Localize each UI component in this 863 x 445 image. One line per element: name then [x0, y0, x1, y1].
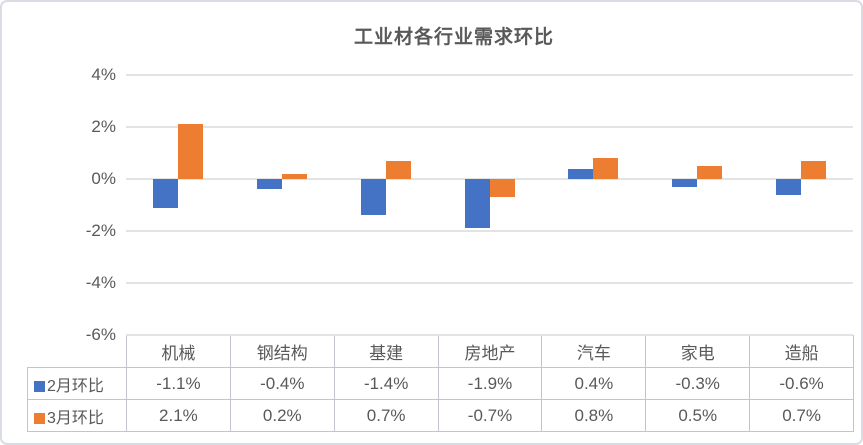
bar-series0-cat3 — [464, 179, 490, 229]
gridline — [126, 74, 853, 76]
value-cell: 0.5% — [645, 399, 751, 432]
legend-cell-series1: 3月环比 — [27, 399, 127, 432]
data-table: 机械 钢结构 基建 房地产 汽车 家电 造船 2月环比 -1.1% -0.4% -1.4% -1.9%… — [27, 335, 855, 432]
gridline — [126, 230, 853, 232]
value-cell: -0.7% — [437, 399, 543, 432]
value-cell: -1.1% — [126, 367, 231, 400]
legend-swatch-icon — [34, 412, 45, 424]
value-cell: 0.7% — [749, 399, 855, 432]
gridline — [126, 282, 853, 284]
y-axis-tick-label: 4% — [91, 65, 116, 84]
bar-series1-cat0 — [177, 124, 203, 179]
category-header-cell: 造船 — [749, 335, 855, 368]
value-cell: 2.1% — [126, 399, 231, 432]
gridline — [126, 126, 853, 128]
legend-cell-series0: 2月环比 — [27, 367, 127, 400]
value-cell: 0.7% — [333, 399, 439, 432]
gridline — [126, 334, 853, 336]
y-axis-tick-label: -4% — [85, 273, 116, 292]
category-header-cell: 房地产 — [437, 335, 543, 368]
chart-title: 工业材各行业需求环比 — [353, 27, 554, 48]
bar-series1-cat1 — [281, 173, 307, 179]
y-axis-tick-label: 2% — [91, 117, 116, 136]
bar-series1-cat5 — [697, 166, 723, 179]
y-axis-tick-label: -2% — [85, 221, 116, 240]
legend-series-name: 3月环比 — [47, 409, 104, 427]
category-header-cell: 钢结构 — [229, 335, 335, 368]
bar-series0-cat0 — [152, 179, 178, 208]
legend-series-name: 2月环比 — [47, 377, 104, 395]
value-cell: -0.4% — [229, 367, 335, 400]
value-cell: -0.6% — [749, 367, 855, 400]
bar-series0-cat1 — [256, 179, 282, 190]
y-axis-tick-label: -6% — [85, 325, 116, 344]
bar-series1-cat6 — [801, 160, 827, 179]
value-cell: 0.8% — [541, 399, 647, 432]
value-cell: 0.4% — [541, 367, 647, 400]
bar-series0-cat2 — [360, 179, 386, 216]
value-cell: -1.9% — [437, 367, 543, 400]
table-row: 2月环比 -1.1% -0.4% -1.4% -1.9% 0.4% -0.3% -0.6% — [27, 367, 855, 400]
category-header-cell: 机械 — [126, 335, 231, 368]
bar-series1-cat3 — [489, 179, 515, 198]
value-cell: -0.3% — [645, 367, 751, 400]
bar-series0-cat4 — [568, 168, 594, 179]
table-header-row: 机械 钢结构 基建 房地产 汽车 家电 造船 — [28, 335, 855, 368]
bar-series1-cat4 — [593, 158, 619, 179]
legend-swatch-icon — [34, 380, 45, 392]
table-row: 3月环比 2.1% 0.2% 0.7% -0.7% 0.8% 0.5% 0.7% — [27, 399, 855, 432]
value-cell: 0.2% — [229, 399, 335, 432]
value-cell: -1.4% — [333, 367, 439, 400]
bar-series0-cat6 — [776, 179, 802, 195]
category-header-cell: 家电 — [645, 335, 751, 368]
bar-series0-cat5 — [672, 179, 698, 187]
category-header-cell: 汽车 — [541, 335, 647, 368]
y-axis-tick-label: 0% — [91, 169, 116, 188]
category-header-cell: 基建 — [333, 335, 439, 368]
bar-series1-cat2 — [385, 160, 411, 179]
